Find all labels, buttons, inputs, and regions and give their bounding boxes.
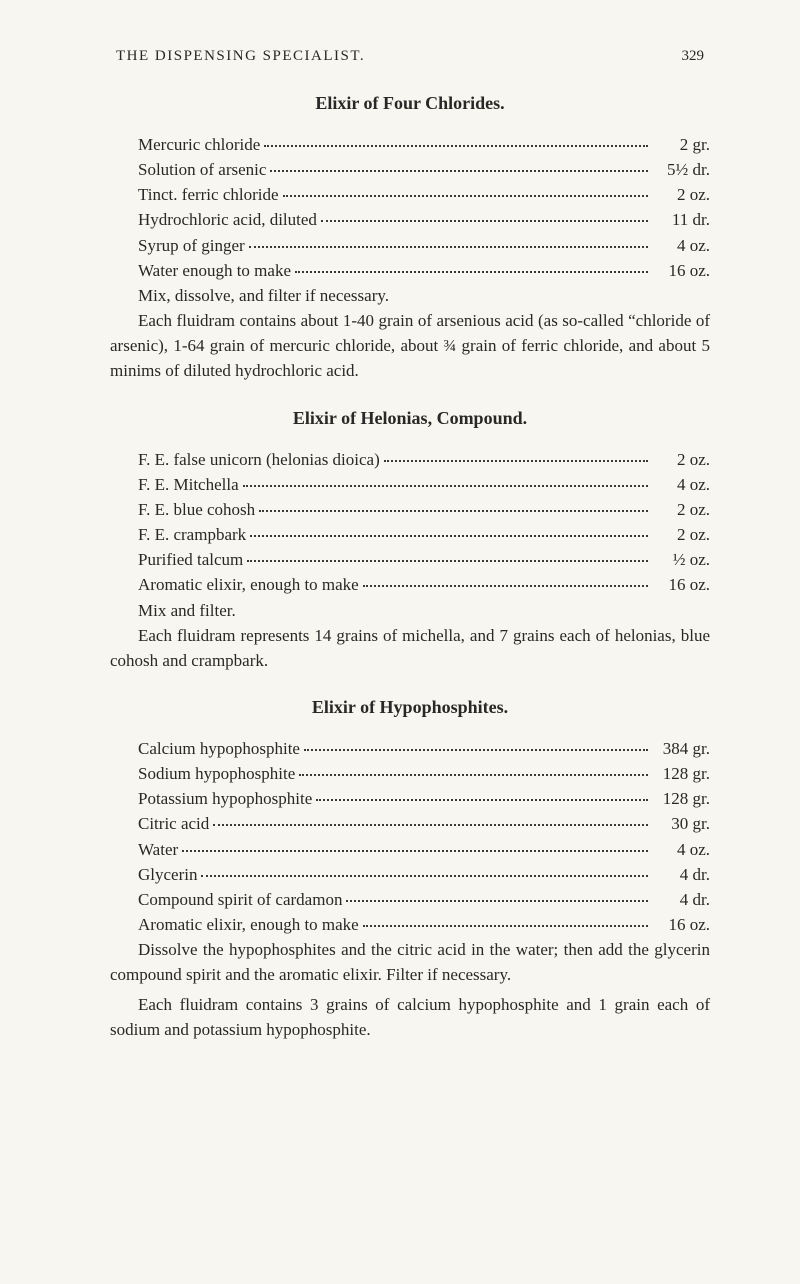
ingredient: Sodium hypophosphite xyxy=(138,761,295,786)
ingredient: F. E. blue cohosh xyxy=(138,497,255,522)
leader-dots xyxy=(321,220,648,222)
leader-dots xyxy=(249,246,648,248)
leader-dots xyxy=(363,585,648,587)
leader-dots xyxy=(363,925,648,927)
ingredient: Aromatic elixir, enough to make xyxy=(138,572,359,597)
recipe-line: F. E. blue cohosh 2 oz. xyxy=(138,497,710,522)
amount: 4 dr. xyxy=(652,862,710,887)
recipe-line: Mercuric chloride 2 gr. xyxy=(138,132,710,157)
leader-dots xyxy=(250,535,648,537)
ingredient: Water enough to make xyxy=(138,258,291,283)
ingredient: Compound spirit of cardamon xyxy=(138,887,342,912)
amount: 2 oz. xyxy=(652,497,710,522)
ingredient: Syrup of ginger xyxy=(138,233,245,258)
recipe-line: Aromatic elixir, enough to make 16 oz. xyxy=(138,572,710,597)
ingredient: Water xyxy=(138,837,178,862)
ingredient: Hydrochloric acid, diluted xyxy=(138,207,317,232)
amount: 2 oz. xyxy=(652,447,710,472)
amount: 4 oz. xyxy=(652,233,710,258)
amount: ½ oz. xyxy=(652,547,710,572)
recipe-line: Citric acid 30 gr. xyxy=(138,811,710,836)
recipe-line: Water 4 oz. xyxy=(138,837,710,862)
ingredient: Tinct. ferric chloride xyxy=(138,182,279,207)
amount: 128 gr. xyxy=(652,761,710,786)
recipe-line: F. E. crampbark 2 oz. xyxy=(138,522,710,547)
amount: 11 dr. xyxy=(652,207,710,232)
recipe-line: Syrup of ginger 4 oz. xyxy=(138,233,710,258)
leader-dots xyxy=(264,145,648,147)
recipe-line: Compound spirit of cardamon 4 dr. xyxy=(138,887,710,912)
recipe-line: Purified talcum ½ oz. xyxy=(138,547,710,572)
ingredient: Purified talcum xyxy=(138,547,243,572)
amount: 16 oz. xyxy=(652,912,710,937)
leader-dots xyxy=(243,485,648,487)
recipe-line: Sodium hypophosphite 128 gr. xyxy=(138,761,710,786)
recipe-line: Aromatic elixir, enough to make 16 oz. xyxy=(138,912,710,937)
leader-dots xyxy=(283,195,648,197)
amount: 5½ dr. xyxy=(652,157,710,182)
recipe-line: Potassium hypophosphite 128 gr. xyxy=(138,786,710,811)
amount: 4 dr. xyxy=(652,887,710,912)
amount: 30 gr. xyxy=(652,811,710,836)
ingredient: F. E. false unicorn (helonias dioica) xyxy=(138,447,380,472)
recipe-line: Glycerin 4 dr. xyxy=(138,862,710,887)
leader-dots xyxy=(213,824,648,826)
leader-dots xyxy=(201,875,648,877)
ingredient: F. E. Mitchella xyxy=(138,472,239,497)
leader-dots xyxy=(182,850,648,852)
leader-dots xyxy=(299,774,648,776)
leader-dots xyxy=(346,900,648,902)
amount: 16 oz. xyxy=(652,258,710,283)
leader-dots xyxy=(316,799,648,801)
leader-dots xyxy=(295,271,648,273)
page-header: THE DISPENSING SPECIALIST. 329 xyxy=(110,48,710,65)
page-number: 329 xyxy=(682,48,705,65)
paragraph: Each fluidram contains 3 grains of calci… xyxy=(110,992,710,1042)
paragraph: Each fluidram represents 14 grains of mi… xyxy=(110,623,710,673)
amount: 4 oz. xyxy=(652,837,710,862)
amount: 2 gr. xyxy=(652,132,710,157)
instruction: Mix, dissolve, and filter if necessary. xyxy=(138,283,710,308)
ingredient: Solution of arsenic xyxy=(138,157,266,182)
amount: 4 oz. xyxy=(652,472,710,497)
recipe-line: Water enough to make 16 oz. xyxy=(138,258,710,283)
amount: 16 oz. xyxy=(652,572,710,597)
recipe-line: F. E. false unicorn (helonias dioica) 2 … xyxy=(138,447,710,472)
section-title-3: Elixir of Hypophosphites. xyxy=(110,697,710,718)
ingredient: Citric acid xyxy=(138,811,209,836)
recipe-line: F. E. Mitchella 4 oz. xyxy=(138,472,710,497)
recipe-line: Hydrochloric acid, diluted 11 dr. xyxy=(138,207,710,232)
instruction: Mix and filter. xyxy=(138,598,710,623)
paragraph: Each fluidram contains about 1-40 grain … xyxy=(110,308,710,383)
section-title-1: Elixir of Four Chlorides. xyxy=(110,93,710,114)
leader-dots xyxy=(270,170,648,172)
section-title-2: Elixir of Helonias, Compound. xyxy=(110,408,710,429)
amount: 2 oz. xyxy=(652,182,710,207)
ingredient: Calcium hypophosphite xyxy=(138,736,300,761)
recipe-line: Calcium hypophosphite 384 gr. xyxy=(138,736,710,761)
ingredient: Aromatic elixir, enough to make xyxy=(138,912,359,937)
running-head: THE DISPENSING SPECIALIST. xyxy=(116,48,365,65)
leader-dots xyxy=(304,749,648,751)
amount: 128 gr. xyxy=(652,786,710,811)
paragraph: Dissolve the hypophosphites and the citr… xyxy=(110,937,710,987)
ingredient: F. E. crampbark xyxy=(138,522,246,547)
leader-dots xyxy=(247,560,648,562)
amount: 2 oz. xyxy=(652,522,710,547)
recipe-line: Solution of arsenic 5½ dr. xyxy=(138,157,710,182)
leader-dots xyxy=(259,510,648,512)
ingredient: Glycerin xyxy=(138,862,197,887)
ingredient: Potassium hypophosphite xyxy=(138,786,312,811)
recipe-line: Tinct. ferric chloride 2 oz. xyxy=(138,182,710,207)
leader-dots xyxy=(384,460,648,462)
amount: 384 gr. xyxy=(652,736,710,761)
ingredient: Mercuric chloride xyxy=(138,132,260,157)
